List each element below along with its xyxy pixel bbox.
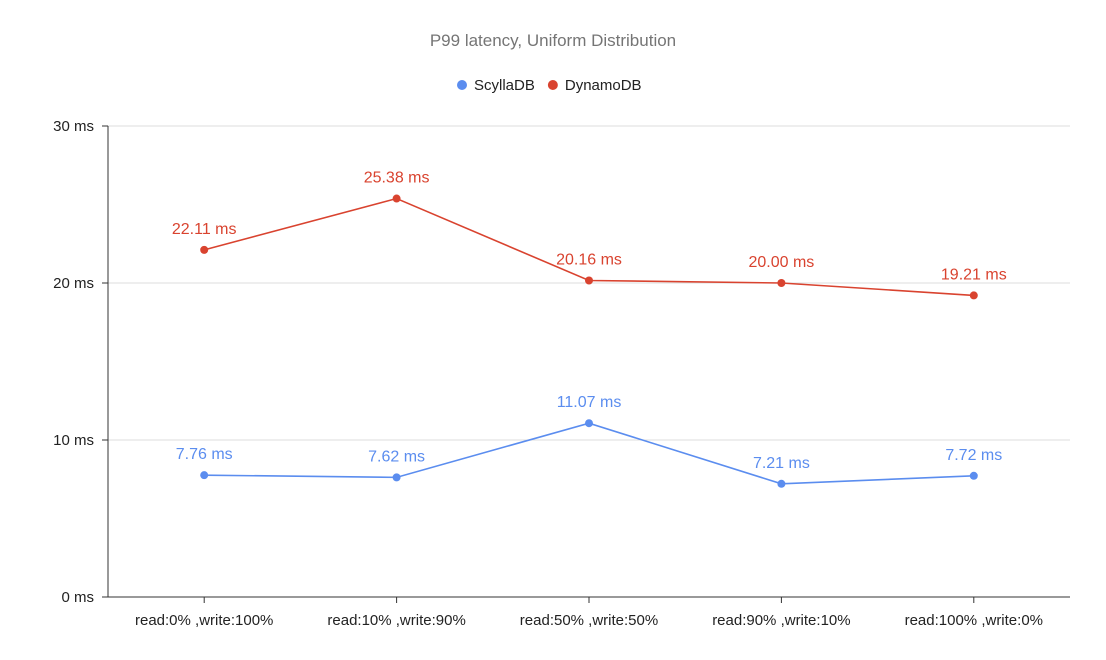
legend-item-dynamodb: DynamoDB [547,77,642,94]
data-point-scylladb [585,419,593,428]
series-group: 7.76 ms 7.62 ms 11.07 ms 7.21 ms 7.72 ms 22.1… [172,170,1007,488]
x-tick-label: read:100% ,write:0% [905,612,1043,629]
y-tick-label: 0 ms [61,589,94,606]
data-point-scylladb [200,471,209,480]
data-label-dynamodb: 25.38 ms [364,170,430,187]
y-axis-ticks: 0 ms 10 ms 20 ms 30 ms [53,118,108,606]
legend-marker [457,80,467,90]
legend-label: ScyllaDB [474,77,535,94]
data-point-scylladb [969,471,978,480]
data-point-scylladb [777,479,786,488]
data-point-dynamodb [392,194,401,203]
data-label-scylladb: 7.21 ms [753,455,810,472]
data-label-scylladb: 7.76 ms [176,446,233,463]
y-tick-label: 30 ms [53,118,94,135]
axes [107,126,1070,598]
series-scylladb: 7.76 ms 7.62 ms 11.07 ms 7.21 ms 7.72 ms [176,394,1002,488]
x-tick-label: read:10% ,write:90% [327,612,465,629]
data-point-dynamodb [777,279,786,287]
data-label-dynamodb: 19.21 ms [941,266,1007,283]
y-tick-label: 10 ms [53,432,94,449]
y-tick-label: 20 ms [53,275,94,292]
legend-marker [547,80,558,90]
legend-item-scylladb: ScyllaDB [457,77,535,94]
data-label-dynamodb: 22.11 ms [172,221,237,238]
x-tick-label: read:90% ,write:10% [712,612,850,629]
data-point-dynamodb [585,276,593,285]
x-tick-label: read:0% ,write:100% [135,612,273,629]
x-tick-label: read:50% ,write:50% [520,612,658,629]
data-point-dynamodb [969,291,978,300]
data-label-scylladb: 11.07 ms [557,394,622,411]
legend-label: DynamoDB [565,77,642,94]
data-point-scylladb [392,473,401,482]
series-dynamodb: 22.11 ms 25.38 ms 20.16 ms 20.00 ms 19.21 ms [172,170,1007,300]
data-point-dynamodb [200,245,209,254]
data-label-scylladb: 7.62 ms [368,448,425,465]
chart-title: P99 latency, Uniform Distribution [430,31,676,50]
x-axis-ticks: read:0% ,write:100% read:10% ,write:90% re… [135,597,1043,629]
series-line-scylladb [204,422,974,485]
data-label-scylladb: 7.72 ms [945,447,1002,464]
legend: ScyllaDB DynamoDB [457,77,642,94]
data-label-dynamodb: 20.16 ms [556,251,622,268]
data-label-dynamodb: 20.00 ms [748,254,814,271]
